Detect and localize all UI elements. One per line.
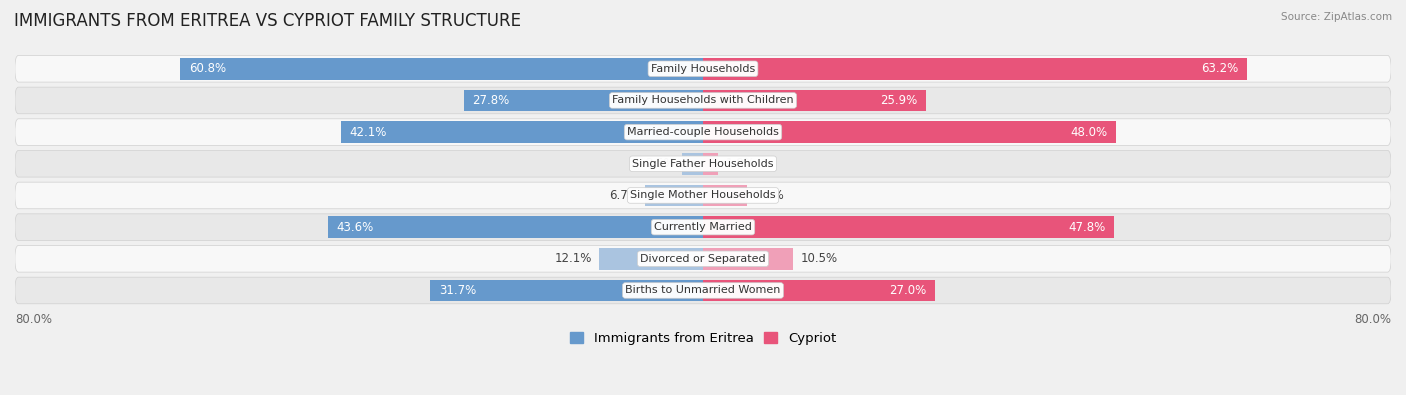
Text: 2.5%: 2.5% xyxy=(645,157,675,170)
Bar xyxy=(682,153,703,175)
FancyBboxPatch shape xyxy=(15,119,1391,145)
FancyBboxPatch shape xyxy=(15,87,1391,114)
Text: 6.7%: 6.7% xyxy=(609,189,638,202)
Text: IMMIGRANTS FROM ERITREA VS CYPRIOT FAMILY STRUCTURE: IMMIGRANTS FROM ERITREA VS CYPRIOT FAMIL… xyxy=(14,12,522,30)
Bar xyxy=(703,248,793,269)
Bar xyxy=(464,90,703,111)
Text: 10.5%: 10.5% xyxy=(800,252,838,265)
Legend: Immigrants from Eritrea, Cypriot: Immigrants from Eritrea, Cypriot xyxy=(565,327,841,350)
FancyBboxPatch shape xyxy=(15,182,1391,209)
Text: 47.8%: 47.8% xyxy=(1069,221,1105,233)
Bar xyxy=(328,216,703,238)
Bar xyxy=(703,121,1116,143)
FancyBboxPatch shape xyxy=(15,214,1391,241)
Bar xyxy=(703,216,1114,238)
Text: Single Mother Households: Single Mother Households xyxy=(630,190,776,200)
Text: 31.7%: 31.7% xyxy=(439,284,477,297)
Text: Currently Married: Currently Married xyxy=(654,222,752,232)
Text: Divorced or Separated: Divorced or Separated xyxy=(640,254,766,264)
Text: 27.8%: 27.8% xyxy=(472,94,510,107)
Text: 60.8%: 60.8% xyxy=(188,62,226,75)
FancyBboxPatch shape xyxy=(15,277,1391,304)
FancyBboxPatch shape xyxy=(15,55,1391,82)
Text: 27.0%: 27.0% xyxy=(890,284,927,297)
Bar xyxy=(340,121,703,143)
Text: 48.0%: 48.0% xyxy=(1070,126,1107,139)
Text: 43.6%: 43.6% xyxy=(336,221,374,233)
Text: Single Father Households: Single Father Households xyxy=(633,159,773,169)
Bar xyxy=(180,58,703,79)
Text: Source: ZipAtlas.com: Source: ZipAtlas.com xyxy=(1281,12,1392,22)
Text: 80.0%: 80.0% xyxy=(1354,313,1391,326)
Text: 25.9%: 25.9% xyxy=(880,94,917,107)
Bar xyxy=(703,185,747,206)
Bar xyxy=(703,90,925,111)
Bar xyxy=(645,185,703,206)
Text: 42.1%: 42.1% xyxy=(350,126,387,139)
Text: 63.2%: 63.2% xyxy=(1201,62,1237,75)
Bar xyxy=(703,280,935,301)
Text: Births to Unmarried Women: Births to Unmarried Women xyxy=(626,286,780,295)
Text: 80.0%: 80.0% xyxy=(15,313,52,326)
Bar xyxy=(703,58,1247,79)
Bar xyxy=(703,153,718,175)
Text: 1.8%: 1.8% xyxy=(725,157,755,170)
FancyBboxPatch shape xyxy=(15,150,1391,177)
Text: Family Households with Children: Family Households with Children xyxy=(612,96,794,105)
Bar xyxy=(430,280,703,301)
Text: Family Households: Family Households xyxy=(651,64,755,74)
Bar xyxy=(599,248,703,269)
Text: 12.1%: 12.1% xyxy=(555,252,592,265)
Text: 5.1%: 5.1% xyxy=(754,189,783,202)
FancyBboxPatch shape xyxy=(15,246,1391,272)
Text: Married-couple Households: Married-couple Households xyxy=(627,127,779,137)
